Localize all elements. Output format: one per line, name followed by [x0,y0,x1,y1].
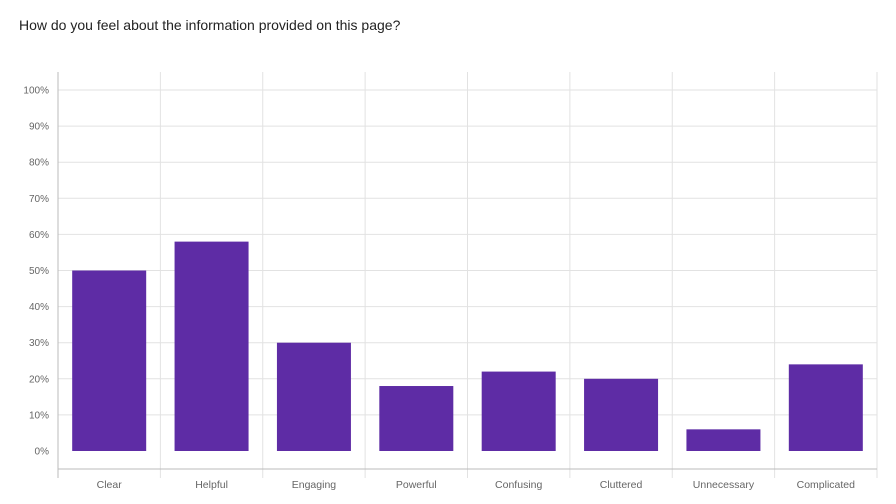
axes [57,72,877,478]
bar-cluttered[interactable] [584,378,659,451]
category-label-powerful: Powerful [396,479,437,491]
bar-unnecessary[interactable] [686,429,761,451]
category-label-clear: Clear [97,479,123,491]
y-tick-label: 30% [29,338,49,349]
y-tick-label: 40% [29,302,49,313]
bars [72,241,863,452]
category-label-unnecessary: Unnecessary [693,479,755,491]
y-tick-label: 50% [29,266,49,277]
y-tick-label: 80% [29,158,49,169]
category-label-confusing: Confusing [495,479,542,491]
bar-complicated[interactable] [788,364,863,451]
y-tick-label: 10% [29,410,49,421]
bar-helpful[interactable] [174,241,249,451]
bar-confusing[interactable] [481,371,556,451]
y-tick-label: 90% [29,122,49,133]
y-tick-label: 100% [23,86,49,97]
category-label-helpful: Helpful [195,479,228,491]
y-tick-label: 20% [29,374,49,385]
labels: 0% 10% 20% 30% 40% 50% 60% 70% 80% 90% 100% Clear He… [23,86,855,492]
chart-title: How do you feel about the information pr… [19,17,401,33]
category-label-cluttered: Cluttered [600,479,643,491]
category-label-complicated: Complicated [797,479,856,491]
bar-powerful[interactable] [379,386,454,451]
y-tick-label: 70% [29,194,49,205]
category-label-engaging: Engaging [292,479,337,491]
bar-clear[interactable] [72,270,147,452]
y-tick-label: 60% [29,230,49,241]
bar-engaging[interactable] [276,342,351,451]
y-tick-label: 0% [35,447,50,458]
